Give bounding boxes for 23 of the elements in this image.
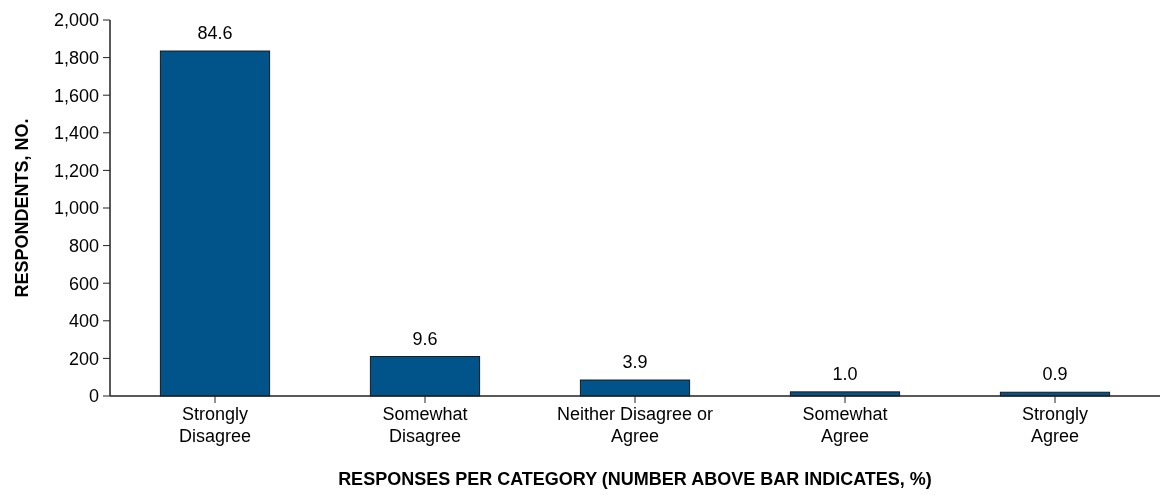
x-tick-label: Somewhat Disagree: [382, 404, 468, 446]
x-tick-label: Strongly Disagree: [178, 404, 252, 446]
x-axis-title: RESPONSES PER CATEGORY (NUMBER ABOVE BAR INDICATES, %): [338, 469, 932, 489]
annotation: 9.6: [412, 328, 438, 349]
y-tick-label: 0: [88, 386, 99, 407]
y-tick-label: 1,000: [53, 198, 99, 219]
y-tick-label: 400: [68, 311, 99, 332]
x-tick-label: Somewhat Agree: [802, 404, 888, 446]
annotation: 1.0: [832, 363, 858, 384]
x-tick-label: Strongly Agree: [1021, 404, 1089, 446]
y-tick-label: 1,400: [53, 123, 99, 144]
y-tick-label: 200: [68, 348, 99, 369]
y-tick-label: 2,000: [53, 10, 99, 31]
y-tick-label: 1,200: [53, 160, 99, 181]
y-tick-label: 1,600: [53, 85, 99, 106]
annotation: 0.9: [1042, 364, 1068, 385]
x-tick-label: Neither Disagree or Agree: [556, 404, 714, 446]
y-tick-label: 800: [68, 235, 99, 256]
y-tick-label: 600: [68, 273, 99, 294]
annotation: 3.9: [622, 352, 648, 373]
annotation: 84.6: [197, 23, 233, 44]
y-axis-title: RESPONDENTS, NO.: [12, 118, 32, 298]
y-tick-label: 1,800: [53, 47, 99, 68]
